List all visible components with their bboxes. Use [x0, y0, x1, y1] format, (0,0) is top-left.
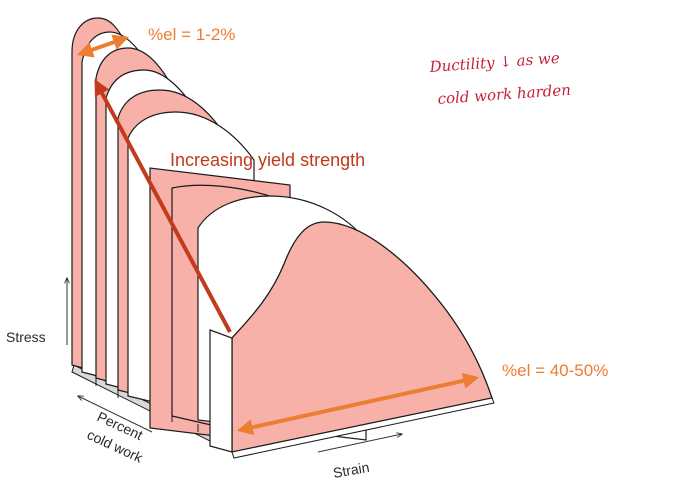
- ductility-top-arrow: [76, 34, 130, 58]
- elongation-bottom-label: %el = 40-50%: [502, 361, 608, 380]
- handwritten-note-line1: Ductility ↓ as we: [428, 49, 560, 76]
- elongation-top-label: %el = 1-2%: [148, 25, 235, 44]
- ductility-bottom-arrow: [236, 372, 480, 436]
- yield-strength-arrow: [94, 79, 232, 333]
- yield-strength-label: Increasing yield strength: [170, 150, 365, 170]
- handwritten-note-line2: cold work harden: [437, 81, 571, 108]
- stress-label: Stress: [6, 329, 46, 345]
- strain-label: Strain: [332, 459, 371, 481]
- strain-axis: [317, 434, 402, 453]
- floor-dividers: [95, 378, 199, 432]
- cold-work-axis: [78, 396, 153, 433]
